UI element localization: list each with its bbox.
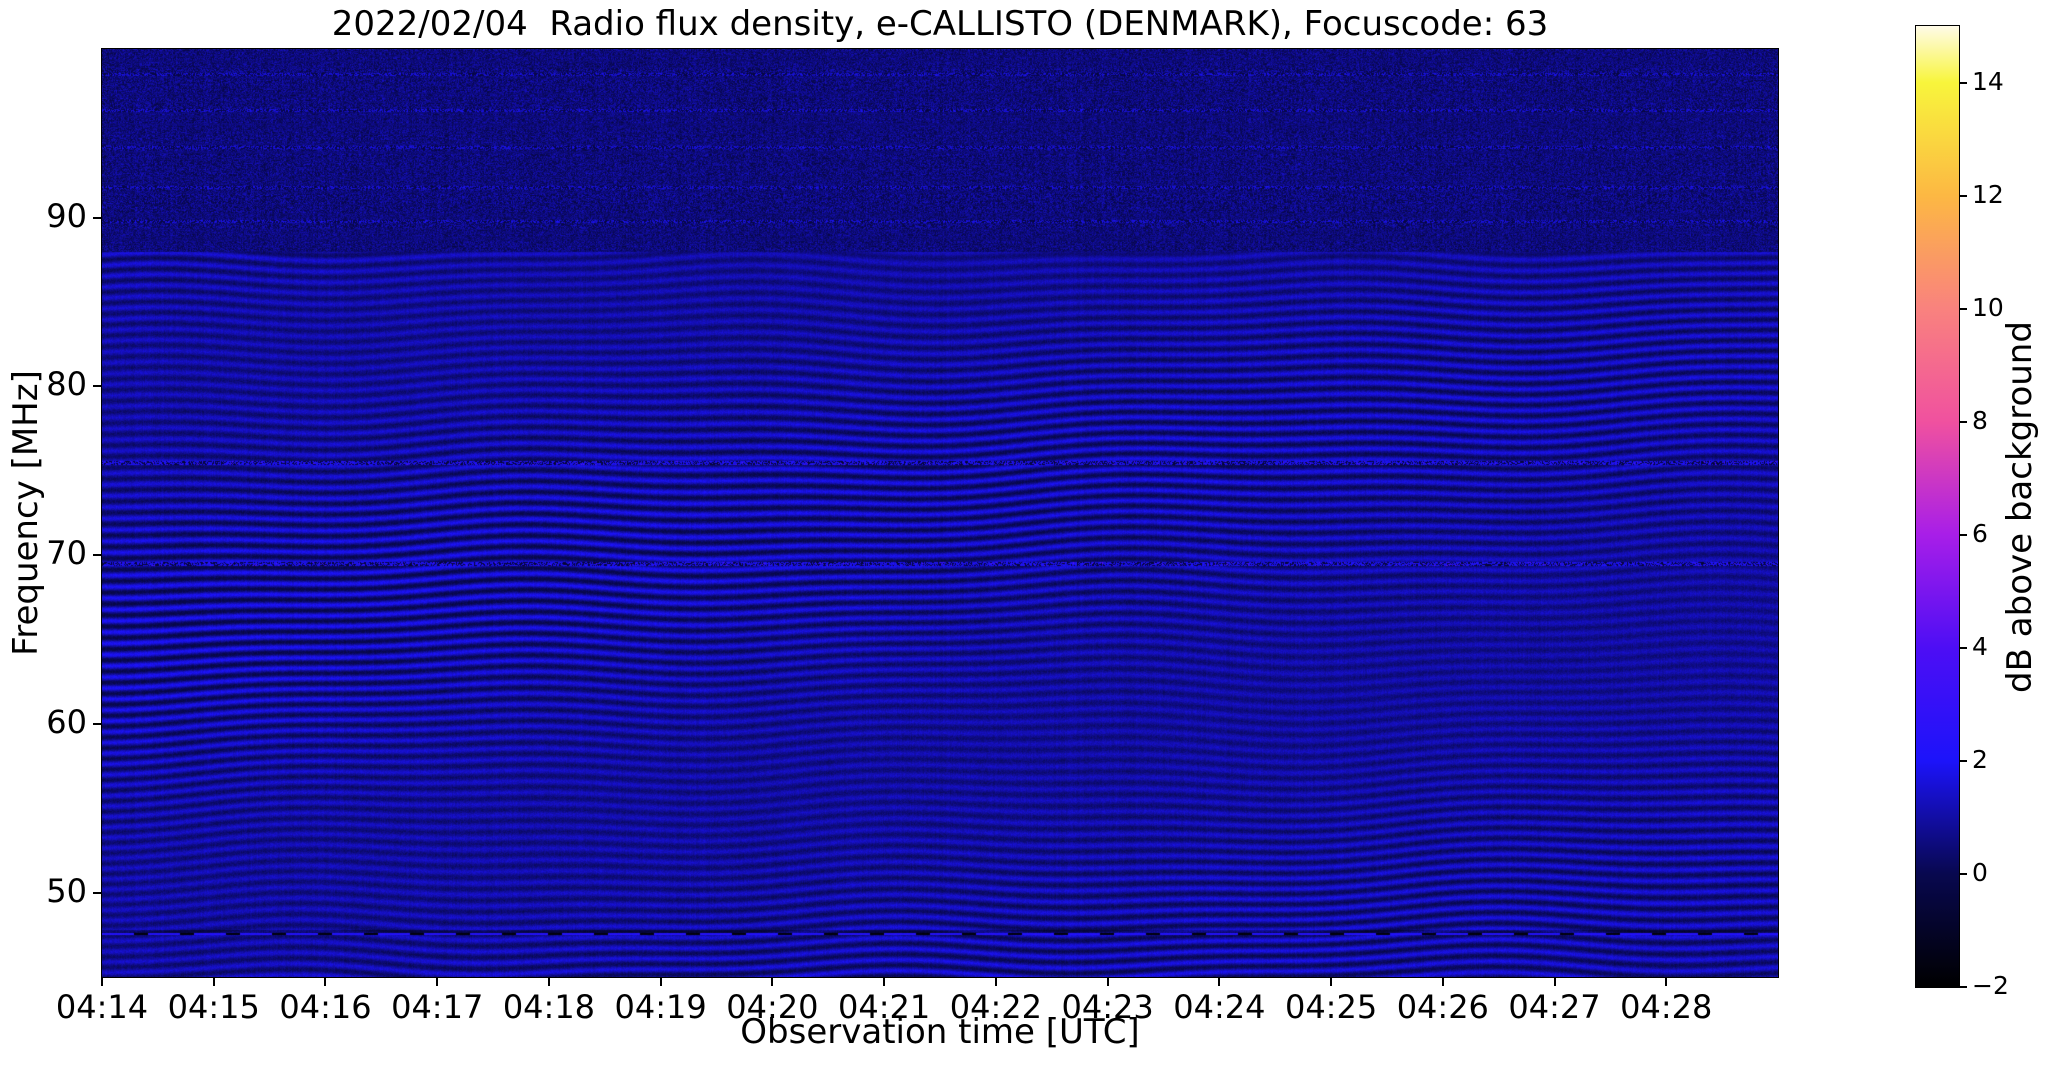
x-tick-label: 04:17 <box>391 988 484 1026</box>
colorbar-tick-mark <box>1959 420 1967 423</box>
y-tick-label: 90 <box>46 196 87 235</box>
x-tick-label: 04:23 <box>1061 988 1154 1026</box>
y-tick-mark <box>93 216 102 219</box>
x-tick-mark <box>771 977 774 986</box>
x-tick-label: 04:16 <box>279 988 372 1026</box>
colorbar-tick-mark <box>1959 759 1967 762</box>
x-tick-label: 04:26 <box>1396 988 1489 1026</box>
x-tick-label: 04:15 <box>167 988 260 1026</box>
y-tick-mark <box>93 385 102 388</box>
y-tick-label: 80 <box>46 365 87 404</box>
x-tick-mark <box>994 977 997 986</box>
y-tick-mark <box>93 554 102 557</box>
x-tick-label: 04:20 <box>726 988 819 1026</box>
colorbar-tick-mark <box>1959 872 1967 875</box>
colorbar-tick-mark <box>1959 646 1967 649</box>
x-tick-label: 04:27 <box>1508 988 1601 1026</box>
y-tick-label: 60 <box>46 702 87 741</box>
colorbar-tick-mark <box>1959 307 1967 310</box>
x-tick-mark <box>1665 977 1668 986</box>
x-axis-label: Observation time [UTC] <box>740 1012 1140 1052</box>
colorbar <box>1915 25 1960 988</box>
x-tick-label: 04:24 <box>1173 988 1266 1026</box>
y-axis-label: Frequency [MHz] <box>6 370 46 656</box>
x-tick-mark <box>659 977 662 986</box>
x-tick-mark <box>436 977 439 986</box>
y-tick-mark <box>93 722 102 725</box>
colorbar-tick-mark <box>1959 194 1967 197</box>
colorbar-tick-label: 8 <box>1972 405 1988 435</box>
x-tick-label: 04:25 <box>1284 988 1378 1026</box>
colorbar-tick-mark <box>1959 986 1967 988</box>
x-tick-mark <box>324 977 327 986</box>
colorbar-label: dB above background <box>2000 321 2040 693</box>
x-tick-mark <box>1218 977 1221 986</box>
x-tick-label: 04:22 <box>949 988 1042 1026</box>
x-tick-label: 04:18 <box>502 988 596 1026</box>
colorbar-tick-label: 12 <box>1972 179 2004 209</box>
chart-title: 2022/02/04 Radio flux density, e-CALLIST… <box>331 4 1549 44</box>
x-tick-label: 04:21 <box>838 988 931 1026</box>
x-tick-mark <box>1106 977 1109 986</box>
y-tick-label: 50 <box>46 871 87 910</box>
colorbar-tick-label: 2 <box>1972 744 1988 774</box>
y-tick-label: 70 <box>46 534 87 573</box>
x-tick-label: 04:28 <box>1620 988 1713 1026</box>
x-tick-mark <box>1330 977 1333 986</box>
x-tick-mark <box>1441 977 1444 986</box>
x-tick-mark <box>212 977 215 986</box>
colorbar-tick-label: −2 <box>1972 971 2009 1000</box>
colorbar-tick-mark <box>1959 533 1967 536</box>
y-tick-mark <box>93 891 102 894</box>
colorbar-tick-mark <box>1959 81 1967 84</box>
x-tick-label: 04:19 <box>614 988 707 1026</box>
colorbar-tick-label: 0 <box>1972 857 1988 887</box>
x-tick-mark <box>101 977 103 986</box>
spectrogram-canvas <box>101 48 1779 978</box>
x-tick-mark <box>883 977 886 986</box>
x-tick-mark <box>1553 977 1556 986</box>
colorbar-tick-label: 10 <box>1972 292 2004 322</box>
colorbar-tick-label: 4 <box>1972 631 1988 661</box>
colorbar-tick-label: 14 <box>1972 66 2004 96</box>
x-tick-label: 04:14 <box>55 988 149 1026</box>
x-tick-mark <box>547 977 550 986</box>
colorbar-tick-label: 6 <box>1972 518 1988 548</box>
